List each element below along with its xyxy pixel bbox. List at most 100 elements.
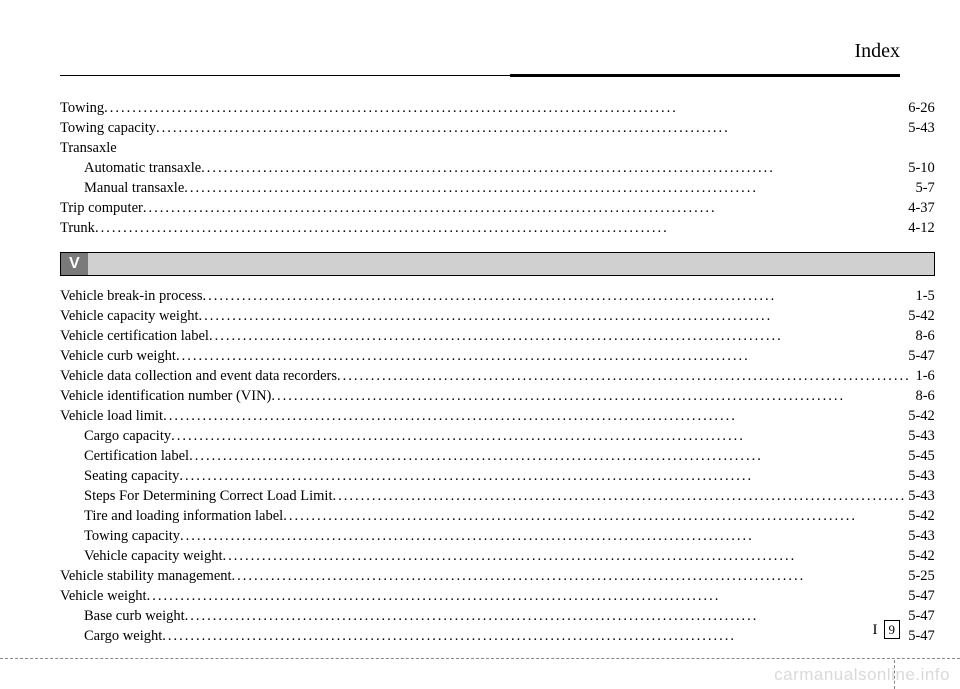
entry-label: Vehicle certification label bbox=[60, 326, 209, 346]
entry-page: 1-5 bbox=[913, 286, 934, 306]
entry-label: Trunk bbox=[60, 218, 95, 238]
entry-label: Transaxle bbox=[60, 138, 117, 158]
entry-page: 5-47 bbox=[906, 346, 935, 366]
entry-dots: ........................................… bbox=[147, 586, 907, 606]
entry-label: Vehicle load limit bbox=[60, 406, 163, 426]
index-entry: Vehicle stability management ...........… bbox=[60, 566, 935, 586]
entry-page: 5-47 bbox=[906, 626, 935, 646]
index-entry: Manual transaxle........................… bbox=[60, 178, 935, 198]
entry-page: 5-42 bbox=[906, 406, 935, 426]
entry-dots: ........................................… bbox=[180, 526, 906, 546]
entry-dots: ........................................… bbox=[201, 158, 906, 178]
entry-page: 4-37 bbox=[906, 198, 935, 218]
entry-page: 5-42 bbox=[906, 546, 935, 566]
entry-label: Automatic transaxle bbox=[84, 158, 201, 178]
entry-page: 5-10 bbox=[906, 158, 935, 178]
entry-page: 4-12 bbox=[906, 218, 935, 238]
entry-label: Cargo capacity bbox=[84, 426, 171, 446]
entry-dots: ........................................… bbox=[271, 386, 913, 406]
index-entry: Vehicle data collection and event data r… bbox=[60, 366, 935, 386]
footer-page: 9 bbox=[884, 620, 901, 639]
index-entry: Vehicle capacity weight ................… bbox=[60, 546, 935, 566]
index-entry: Base curb weight........................… bbox=[60, 606, 935, 626]
entry-page: 5-42 bbox=[906, 306, 935, 326]
entry-page: 8-6 bbox=[913, 326, 934, 346]
entry-page: 5-43 bbox=[906, 426, 935, 446]
entry-page: 5-43 bbox=[906, 486, 935, 506]
entry-label: Vehicle stability management bbox=[60, 566, 232, 586]
entry-label: Certification label bbox=[84, 446, 189, 466]
index-entry: Towing capacity.........................… bbox=[60, 118, 935, 138]
entry-page: 5-47 bbox=[906, 586, 935, 606]
letter-heading: V bbox=[60, 252, 935, 276]
entry-dots: ........................................… bbox=[95, 218, 906, 238]
entry-page: 5-47 bbox=[906, 606, 935, 626]
section-title: Index bbox=[854, 40, 900, 63]
header: Index bbox=[60, 40, 900, 88]
entry-label: Manual transaxle bbox=[84, 178, 184, 198]
entry-page: 5-43 bbox=[906, 118, 935, 138]
entry-dots: ........................................… bbox=[199, 306, 907, 326]
index-entry: Vehicle certification label ............… bbox=[60, 326, 935, 346]
footer-section: I bbox=[873, 622, 878, 638]
entry-label: Seating capacity bbox=[84, 466, 179, 486]
entry-dots: ........................................… bbox=[171, 426, 906, 446]
entry-label: Tire and loading information label bbox=[84, 506, 283, 526]
entry-dots: ........................................… bbox=[184, 178, 913, 198]
entry-label: Vehicle weight bbox=[60, 586, 147, 606]
entry-label: Cargo weight bbox=[84, 626, 162, 646]
index-entry: Vehicle load limit......................… bbox=[60, 406, 935, 426]
index-entry: Automatic transaxle ....................… bbox=[60, 158, 935, 178]
index-entry: Vehicle weight..........................… bbox=[60, 586, 935, 606]
entry-dots: ........................................… bbox=[143, 198, 906, 218]
letter-label: V bbox=[61, 253, 88, 275]
entry-dots: ........................................… bbox=[104, 98, 906, 118]
entry-dots: ........................................… bbox=[232, 566, 907, 586]
index-entry: Vehicle capacity weight.................… bbox=[60, 306, 935, 326]
entry-dots: ........................................… bbox=[163, 406, 906, 426]
entry-label: Towing capacity bbox=[84, 526, 180, 546]
entry-page: 6-26 bbox=[906, 98, 935, 118]
index-entry: Tire and loading information label .....… bbox=[60, 506, 935, 526]
entry-page: 5-25 bbox=[906, 566, 935, 586]
entry-label: Vehicle capacity weight bbox=[84, 546, 223, 566]
watermark: carmanualsonline.info bbox=[774, 665, 950, 685]
index-entry: Trip computer ..........................… bbox=[60, 198, 935, 218]
entry-page: 5-42 bbox=[906, 506, 935, 526]
entry-label: Vehicle identification number (VIN) bbox=[60, 386, 271, 406]
rule-thin bbox=[60, 75, 510, 76]
entry-label: Towing capacity bbox=[60, 118, 156, 138]
page: Index Towing............................… bbox=[0, 0, 960, 689]
entry-label: Steps For Determining Correct Load Limit bbox=[84, 486, 332, 506]
entry-label: Base curb weight bbox=[84, 606, 185, 626]
entry-page: 5-43 bbox=[906, 466, 935, 486]
entry-page: 5-43 bbox=[906, 526, 935, 546]
index-entry: Steps For Determining Correct Load Limit… bbox=[60, 486, 935, 506]
entry-page: 1-6 bbox=[913, 366, 934, 386]
header-rule bbox=[60, 74, 900, 77]
index-entry: Vehicle curb weight.....................… bbox=[60, 346, 935, 366]
entry-label: Trip computer bbox=[60, 198, 143, 218]
entry-label: Towing bbox=[60, 98, 104, 118]
bottom-dashed-line bbox=[0, 658, 960, 659]
index-entry: Trunk ..................................… bbox=[60, 218, 935, 238]
entry-label: Vehicle curb weight bbox=[60, 346, 176, 366]
entry-dots: ........................................… bbox=[185, 606, 907, 626]
index-entry: Certification label ....................… bbox=[60, 446, 935, 466]
entry-dots: ........................................… bbox=[332, 486, 906, 506]
entry-dots: ........................................… bbox=[189, 446, 906, 466]
entry-page: 5-45 bbox=[906, 446, 935, 466]
left-column: Towing..................................… bbox=[60, 98, 935, 646]
index-entry: Seating capacity .......................… bbox=[60, 466, 935, 486]
index-entry: Vehicle identification number (VIN).....… bbox=[60, 386, 935, 406]
entry-label: Vehicle capacity weight bbox=[60, 306, 199, 326]
page-footer: I9 bbox=[873, 622, 901, 639]
entry-label: Vehicle data collection and event data r… bbox=[60, 366, 337, 386]
entry-dots: ........................................… bbox=[162, 626, 906, 646]
index-entry: Cargo weight............................… bbox=[60, 626, 935, 646]
entry-dots: ........................................… bbox=[337, 366, 913, 386]
entry-page: 5-7 bbox=[913, 178, 934, 198]
entry-dots: ........................................… bbox=[156, 118, 906, 138]
index-entry: Towing capacity ........................… bbox=[60, 526, 935, 546]
entry-dots: ........................................… bbox=[209, 326, 914, 346]
